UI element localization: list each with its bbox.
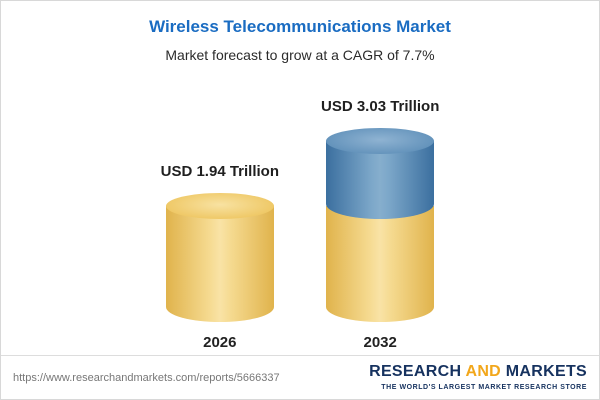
- growth-segment-2032: [326, 128, 435, 219]
- cylinder-top-ellipse-2026: [165, 193, 274, 219]
- cylinder-bar-chart: USD 1.94 Trillion 2026 USD 3.03 Trillion…: [1, 63, 599, 355]
- chart-title: Wireless Telecommunications Market: [149, 17, 451, 36]
- cylinder-bar-2026: [165, 193, 274, 322]
- chart-column-2026: USD 1.94 Trillion 2026: [161, 163, 279, 351]
- footer-bar: https://www.researchandmarkets.com/repor…: [1, 355, 599, 399]
- value-label-2032: USD 3.03 Trillion: [321, 98, 440, 115]
- chart-subtitle: Market forecast to grow at a CAGR of 7.7…: [165, 47, 435, 63]
- brand-word-research: RESEARCH: [369, 363, 462, 381]
- value-label-2026: USD 1.94 Trillion: [160, 163, 279, 180]
- cylinder-top-ellipse-2032: [326, 128, 435, 154]
- brand-word-markets: MARKETS: [505, 363, 587, 381]
- brand-tagline: THE WORLD'S LARGEST MARKET RESEARCH STOR…: [381, 383, 587, 391]
- category-label-2032: 2032: [363, 334, 397, 351]
- category-label-2026: 2026: [203, 334, 237, 351]
- base-segment-2032: [326, 206, 435, 322]
- brand-logo: RESEARCH AND MARKETS THE WORLD'S LARGEST…: [369, 363, 587, 391]
- cylinder-bar-2032: [326, 128, 435, 322]
- brand-word-and: AND: [461, 363, 506, 381]
- report-url[interactable]: https://www.researchandmarkets.com/repor…: [13, 371, 280, 384]
- chart-header: Wireless Telecommunications Market Marke…: [1, 1, 599, 63]
- chart-column-2032: USD 3.03 Trillion 2032: [321, 98, 439, 351]
- brand-wordmark: RESEARCH AND MARKETS: [369, 363, 587, 381]
